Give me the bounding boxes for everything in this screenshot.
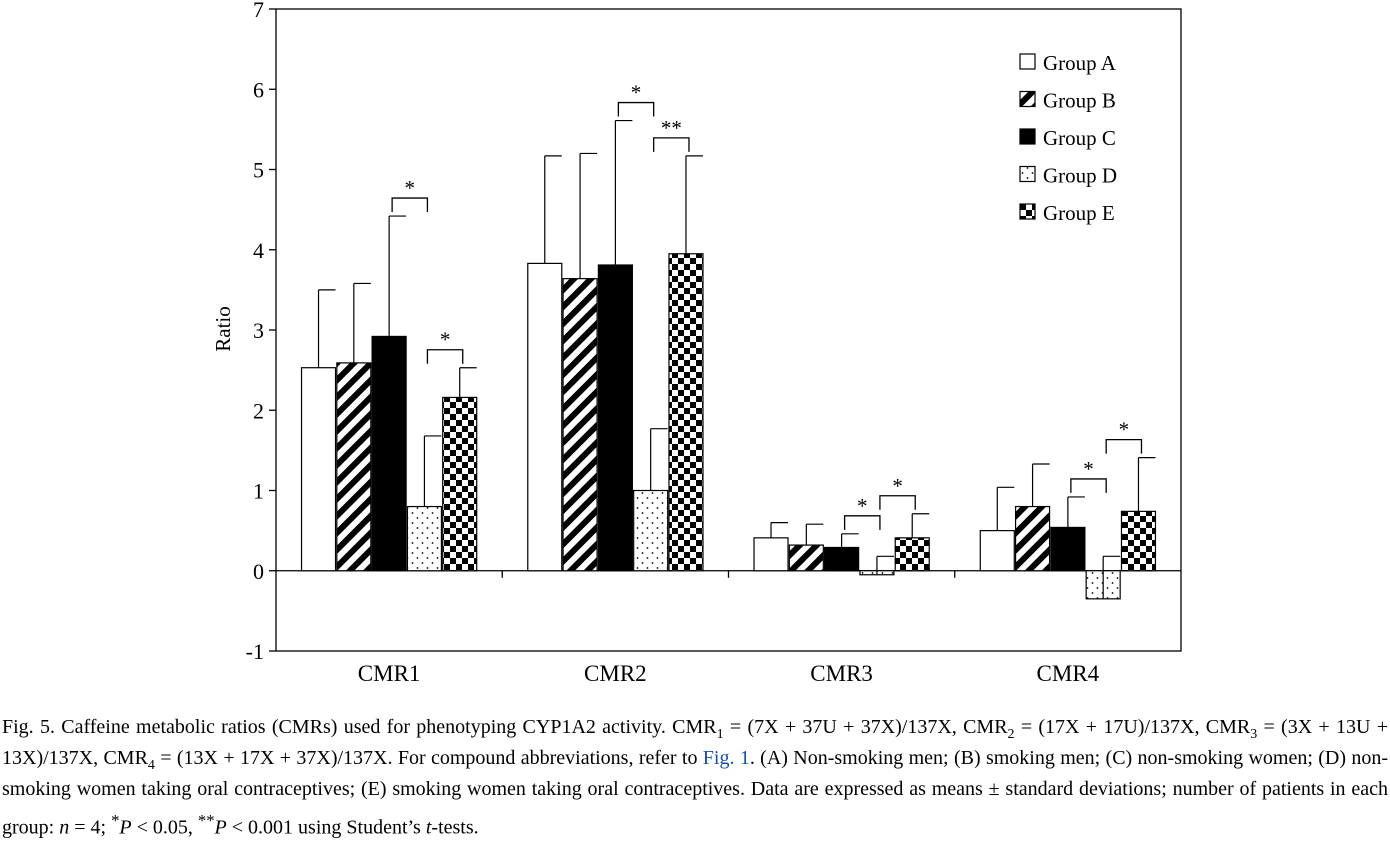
y-tick-label: 5 — [253, 158, 264, 183]
error-bars — [317, 119, 1156, 599]
significance-bracket — [426, 349, 464, 364]
significance-label: * — [405, 176, 416, 200]
legend-label: Group C — [1043, 126, 1116, 150]
caption-text: . (A) Non-smoking men; (B) smoking men; … — [2, 747, 1388, 839]
y-tick-label: -1 — [246, 639, 264, 664]
significance-bracket — [1070, 478, 1107, 493]
caption-text: = (7X + 37U + 37X)/137X, CMR — [723, 716, 1008, 738]
y-tick-label: 4 — [253, 238, 264, 263]
y-tick-label: 0 — [253, 559, 264, 584]
significance-bracket — [879, 495, 916, 510]
y-tick-label: 7 — [253, 0, 264, 22]
caption-variable: P — [119, 816, 132, 839]
y-tick-label: 6 — [253, 77, 264, 102]
caption-subscript: 2 — [1007, 727, 1015, 742]
bar — [562, 278, 598, 572]
bar — [371, 335, 407, 572]
caption-text: = (17X + 17U)/137X, CMR — [1014, 716, 1251, 738]
significance-bracket — [843, 515, 881, 530]
caption-variable: P — [214, 816, 227, 839]
caption-subscript: 1 — [716, 727, 724, 742]
bar — [633, 489, 669, 572]
bar — [527, 262, 563, 572]
significance-bracket — [1105, 438, 1143, 454]
figure-caption: Fig. 5. Caffeine metabolic ratios (CMRs)… — [2, 712, 1388, 844]
caption-text: < 0.001 using Student’s — [226, 816, 426, 839]
significance-bracket — [617, 101, 655, 117]
significance-label: * — [857, 494, 868, 518]
caption-variable: n — [59, 816, 70, 839]
bar — [1014, 505, 1051, 572]
figure-1-link[interactable]: Fig. 1 — [702, 747, 750, 769]
caption-text: = (13X + 17X + 37X)/137X. For compound a… — [154, 747, 703, 769]
caption-variable: t — [425, 816, 432, 839]
legend-swatch — [1019, 128, 1036, 145]
significance-label: ** — [661, 116, 682, 140]
legend-label: Group B — [1043, 89, 1116, 113]
legend-label: Group E — [1043, 201, 1115, 225]
bar — [979, 530, 1015, 572]
caption-text: -tests. — [431, 816, 479, 839]
caption-superscript: ** — [197, 811, 215, 830]
caption-superscript: * — [111, 811, 120, 830]
bar — [824, 546, 860, 572]
significance-label: * — [1083, 457, 1094, 481]
bar — [668, 253, 704, 572]
bar — [788, 544, 824, 572]
x-axis: CMR1 CMR2 CMR3 CMR4 — [276, 570, 1181, 686]
legend-swatch — [1019, 90, 1036, 108]
legend: Group A Group B Group C Group D Group E — [1019, 51, 1117, 225]
x-tick-label: CMR4 — [1037, 661, 1100, 686]
caption-subscript: 4 — [147, 758, 155, 773]
y-tick-label: 1 — [253, 479, 264, 504]
significance-bracket — [391, 197, 429, 213]
bar — [406, 505, 443, 572]
significance-label: * — [1119, 418, 1130, 442]
legend-swatch — [1019, 203, 1036, 220]
x-tick-label: CMR2 — [584, 661, 647, 686]
legend-label: Group A — [1043, 51, 1117, 75]
caption-text: = 4; — [69, 816, 112, 839]
caption-subscript: 3 — [1250, 727, 1258, 742]
legend-label: Group D — [1043, 164, 1117, 188]
bar — [753, 537, 789, 572]
bar — [1050, 526, 1086, 572]
y-tick-label: 3 — [253, 318, 264, 343]
bar — [597, 264, 633, 572]
y-axis-label: Ratio — [211, 306, 235, 352]
caption-text: < 0.05, — [131, 816, 198, 839]
bar — [894, 537, 930, 572]
legend-swatch — [1019, 53, 1036, 70]
significance-brackets: ********* — [391, 81, 1143, 530]
caption-text: = (3X + 13U + 13X)/137X, CMR — [2, 716, 1389, 769]
significance-label: * — [440, 328, 451, 352]
legend-swatch — [1019, 165, 1036, 183]
x-tick-label: CMR1 — [358, 661, 421, 686]
bar — [300, 367, 337, 572]
bar — [442, 396, 478, 572]
bar — [1120, 510, 1157, 572]
x-tick-label: CMR3 — [810, 661, 873, 686]
significance-label: * — [892, 474, 903, 498]
y-tick-label: 2 — [253, 398, 264, 423]
significance-bracket — [653, 137, 690, 152]
bars — [300, 253, 1157, 600]
caption-text: Fig. 5. Caffeine metabolic ratios (CMRs)… — [2, 716, 717, 738]
significance-label: * — [631, 81, 642, 105]
bar — [336, 362, 372, 572]
y-axis: -1 0 1 2 3 4 5 6 7 — [246, 0, 276, 664]
